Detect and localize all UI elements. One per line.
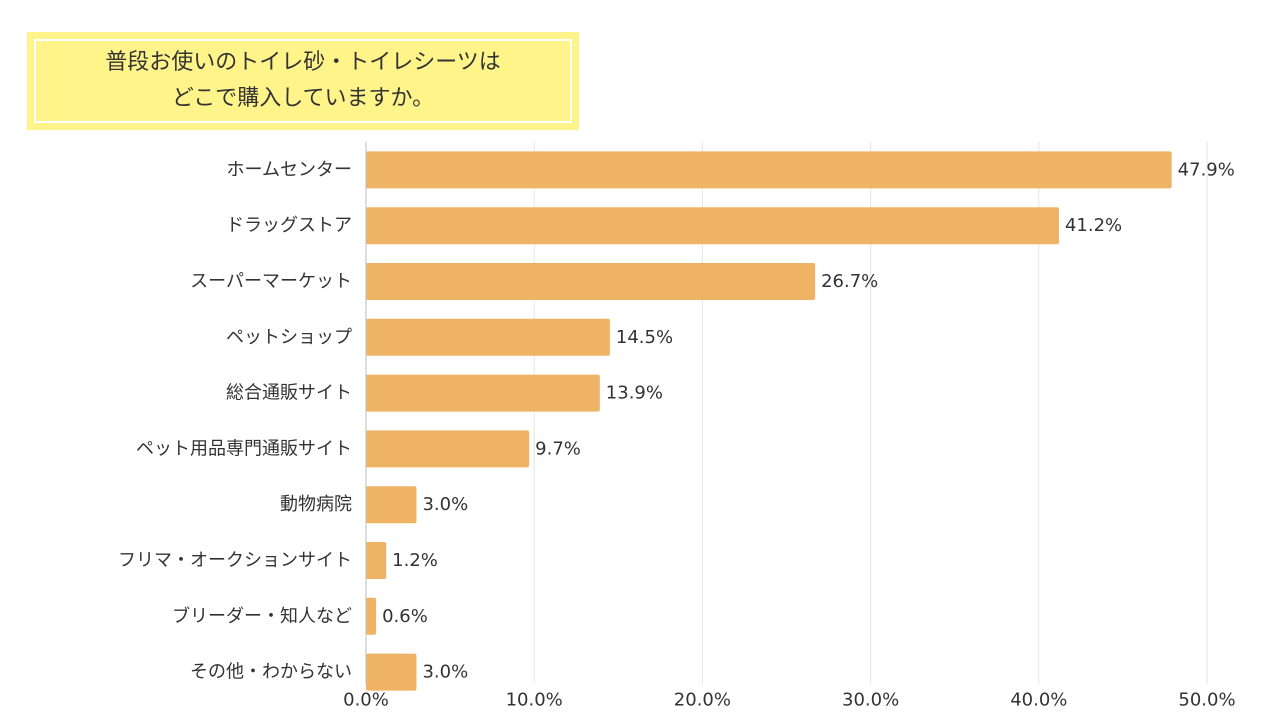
bar-9 bbox=[366, 653, 417, 691]
x-tick-label-1: 10.0% bbox=[506, 690, 563, 711]
bar-4 bbox=[366, 374, 600, 412]
x-tick-label-4: 40.0% bbox=[1010, 690, 1067, 711]
category-label-5: ペット用品専門通販サイト bbox=[136, 438, 352, 459]
value-label-0: 47.9% bbox=[1178, 159, 1235, 180]
category-label-7: フリマ・オークションサイト bbox=[118, 550, 352, 571]
chart-title-box: 普段お使いのトイレ砂・トイレシーツは どこで購入していますか。 bbox=[27, 32, 579, 130]
x-tick-label-2: 20.0% bbox=[674, 690, 731, 711]
category-label-6: 動物病院 bbox=[280, 494, 352, 515]
value-label-5: 9.7% bbox=[535, 438, 581, 459]
x-tick-label-5: 50.0% bbox=[1178, 690, 1235, 711]
category-label-9: その他・わからない bbox=[190, 662, 352, 683]
chart-title: 普段お使いのトイレ砂・トイレシーツは どこで購入していますか。 bbox=[105, 45, 501, 117]
bar-7 bbox=[366, 542, 387, 579]
value-label-1: 41.2% bbox=[1065, 215, 1122, 236]
value-label-4: 13.9% bbox=[606, 383, 663, 404]
bar-2 bbox=[366, 263, 816, 300]
value-label-2: 26.7% bbox=[821, 271, 878, 292]
x-tick-label-3: 30.0% bbox=[842, 690, 899, 711]
category-label-3: ペットショップ bbox=[226, 327, 352, 348]
category-label-0: ホームセンター bbox=[227, 159, 352, 180]
value-label-9: 3.0% bbox=[422, 662, 468, 683]
value-label-3: 14.5% bbox=[616, 327, 673, 348]
category-label-2: スーパーマーケット bbox=[190, 271, 352, 292]
category-label-8: ブリーダー・知人など bbox=[172, 605, 352, 627]
chart-title-frame: 普段お使いのトイレ砂・トイレシーツは どこで購入していますか。 bbox=[34, 39, 572, 123]
bar-3 bbox=[366, 318, 610, 356]
bar-1 bbox=[366, 207, 1059, 245]
value-label-8: 0.6% bbox=[382, 606, 428, 627]
value-label-6: 3.0% bbox=[422, 494, 468, 515]
bar-0 bbox=[366, 151, 1172, 189]
x-tick-label-0: 0.0% bbox=[343, 690, 389, 711]
category-label-1: ドラッグストア bbox=[226, 215, 352, 236]
chart-title-line-2: どこで購入していますか。 bbox=[171, 86, 435, 111]
bar-5 bbox=[366, 430, 530, 468]
category-label-4: 総合通販サイト bbox=[226, 383, 352, 404]
bar-8 bbox=[366, 597, 377, 635]
chart-title-line-1: 普段お使いのトイレ砂・トイレシーツは bbox=[105, 50, 501, 75]
value-label-7: 1.2% bbox=[392, 550, 438, 571]
bar-6 bbox=[366, 486, 417, 524]
